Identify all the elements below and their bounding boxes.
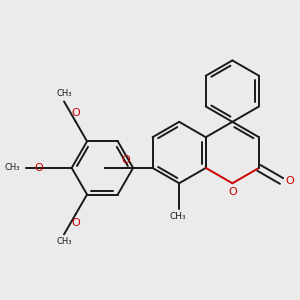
Text: O: O <box>71 218 80 227</box>
Text: O: O <box>35 163 44 173</box>
Text: CH₃: CH₃ <box>56 238 72 247</box>
Text: O: O <box>228 188 237 197</box>
Text: CH₃: CH₃ <box>170 212 187 221</box>
Text: CH₃: CH₃ <box>56 89 72 98</box>
Text: CH₃: CH₃ <box>5 164 20 172</box>
Text: O: O <box>286 176 294 186</box>
Text: O: O <box>122 155 130 165</box>
Text: O: O <box>71 108 80 118</box>
